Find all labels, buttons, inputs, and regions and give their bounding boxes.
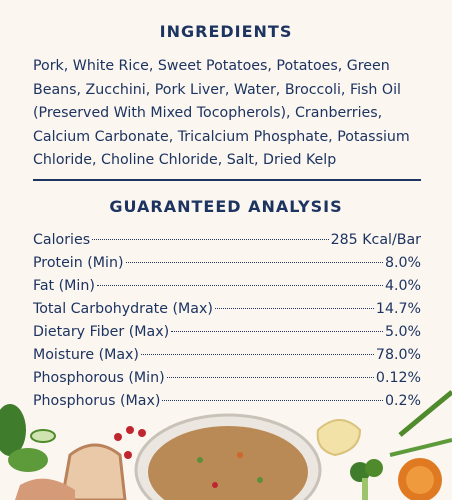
sweet-potato — [398, 458, 442, 500]
nutrient-label: Fat (Min) — [33, 278, 95, 294]
analysis-row: Protein (Min) 8.0% — [33, 252, 421, 275]
broccoli — [350, 462, 370, 482]
cranberry — [114, 433, 122, 441]
leader-dots — [125, 262, 383, 263]
nutrient-label: Phosphorus (Max) — [33, 393, 161, 409]
nutrient-value: 285 Kcal/Bar — [330, 232, 421, 248]
analysis-table: Calories 285 Kcal/Bar Protein (Min) 8.0% Fat… — [33, 229, 421, 413]
pork — [60, 443, 127, 500]
cranberry — [126, 426, 134, 434]
nutrient-label: Dietary Fiber (Max) — [33, 324, 170, 340]
cranberry — [138, 429, 146, 437]
analysis-row: Fat (Min) 4.0% — [33, 275, 421, 298]
nutrient-value: 14.7% — [375, 301, 421, 317]
pork — [15, 478, 75, 500]
leader-dots — [96, 285, 383, 286]
food-bit — [212, 482, 218, 488]
nutrient-label: Total Carbohydrate (Max) — [33, 301, 213, 317]
sweet-potato — [406, 466, 434, 494]
cranberry — [124, 451, 132, 459]
green-bean — [389, 438, 452, 457]
leader-dots — [214, 308, 374, 309]
bowl — [134, 413, 322, 500]
leader-dots — [162, 400, 383, 401]
food-bit — [197, 457, 203, 463]
nutrient-value: 78.0% — [375, 347, 421, 363]
nutrient-value: 0.2% — [384, 393, 421, 409]
broccoli-stem — [362, 478, 368, 500]
leader-dots — [166, 377, 374, 378]
nutrient-label: Protein (Min) — [33, 255, 124, 271]
ingredients-text: Pork, White Rice, Sweet Potatoes, Potato… — [33, 58, 410, 168]
nutrient-label: Phosphorous (Min) — [33, 370, 165, 386]
leader-dots — [92, 239, 329, 240]
nutrient-value: 4.0% — [384, 278, 421, 294]
divider — [33, 179, 421, 181]
nutrient-label: Moisture (Max) — [33, 347, 139, 363]
broccoli — [365, 459, 383, 477]
food — [148, 426, 308, 500]
nutrient-value: 5.0% — [384, 324, 421, 340]
nutrient-label: Calories — [33, 232, 91, 248]
analysis-row: Dietary Fiber (Max) 5.0% — [33, 321, 421, 344]
food-bit — [237, 452, 243, 458]
leader-dots — [171, 331, 383, 332]
potato — [316, 419, 362, 457]
ingredients-title: INGREDIENTS — [159, 22, 293, 41]
analysis-title: GUARANTEED ANALYSIS — [109, 197, 343, 216]
analysis-row: Moisture (Max) 78.0% — [33, 344, 421, 367]
leaf — [8, 448, 48, 472]
food-bit — [257, 477, 263, 483]
zucchini — [30, 429, 56, 443]
leader-dots — [140, 354, 374, 355]
analysis-row: Phosphorous (Min) 0.12% — [33, 367, 421, 390]
leaf — [0, 404, 26, 456]
nutrient-value: 8.0% — [384, 255, 421, 271]
analysis-row: Total Carbohydrate (Max) 14.7% — [33, 298, 421, 321]
analysis-row: Calories 285 Kcal/Bar — [33, 229, 421, 252]
nutrient-value: 0.12% — [375, 370, 421, 386]
analysis-row: Phosphorus (Max) 0.2% — [33, 390, 421, 413]
